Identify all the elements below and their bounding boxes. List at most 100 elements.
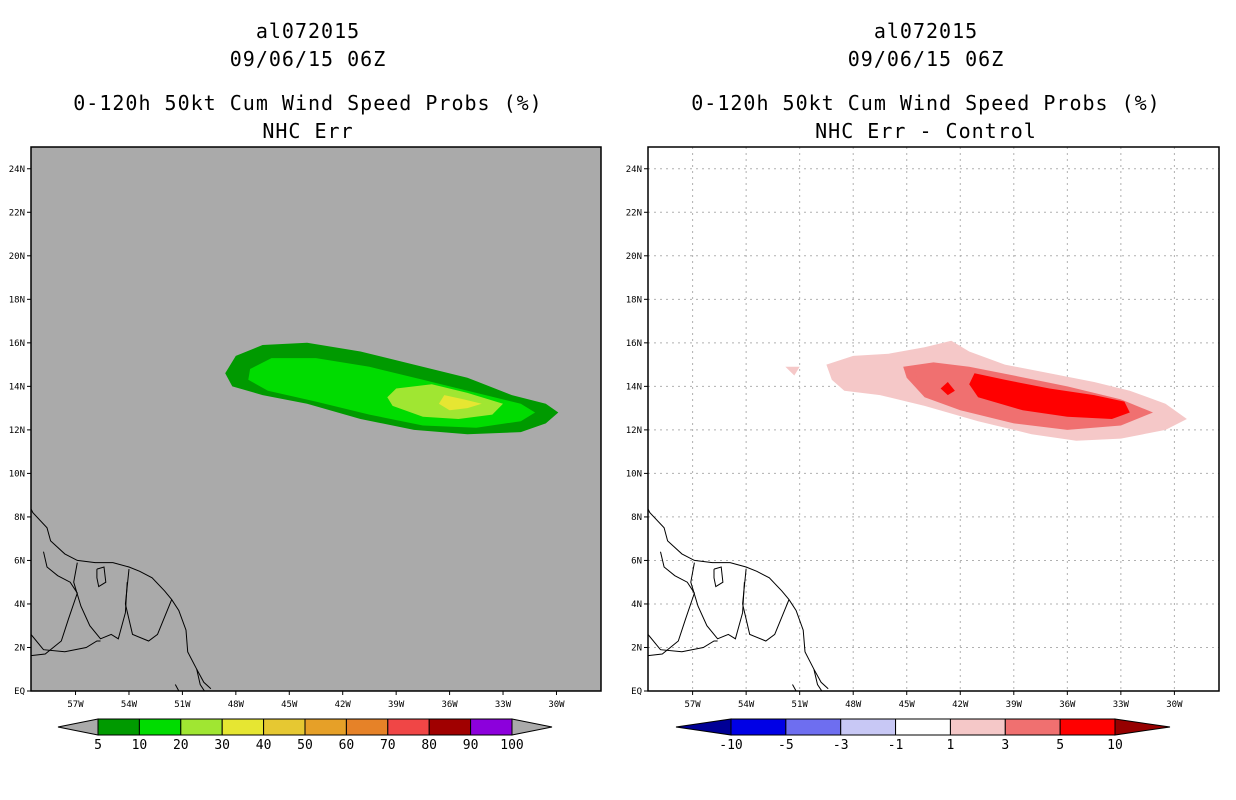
x-tick-label-42W: 42W xyxy=(952,700,969,710)
right-colorbar: -10 -5 -3 -1 1 3 5 10 xyxy=(675,718,1171,753)
x-tick-label-39W: 39W xyxy=(1006,700,1023,710)
contour-1-3-1 xyxy=(785,366,800,376)
y-tick-label-6N: 6N xyxy=(14,556,25,566)
colorbar-label-10: 100 xyxy=(500,738,523,753)
right-map-frame xyxy=(647,146,1220,692)
colorbar-label-6: 5 xyxy=(1056,738,1064,753)
y-tick-label-16N: 16N xyxy=(9,339,25,349)
x-tick-label-30W: 30W xyxy=(1166,700,1183,710)
coastline-segment-2 xyxy=(690,562,745,640)
coastline-segment-0 xyxy=(648,507,829,690)
y-tick-label-24N: 24N xyxy=(626,165,642,175)
colorbar-label-3: -1 xyxy=(888,738,904,753)
colorbar-label-6: 60 xyxy=(339,738,355,753)
x-tick-label-54W: 54W xyxy=(121,700,138,710)
x-tick-label-33W: 33W xyxy=(495,700,512,710)
colorbar-label-7: 70 xyxy=(380,738,396,753)
x-tick-label-36W: 36W xyxy=(441,700,458,710)
coastline-segment-1 xyxy=(648,551,695,657)
coastline-segment-5 xyxy=(96,566,107,588)
right-contour-layer xyxy=(785,340,1187,441)
x-tick-label-33W: 33W xyxy=(1113,700,1130,710)
colorbar-extension-low xyxy=(675,718,732,736)
left-title-line-3: 0-120h 50kt Cum Wind Speed Probs (%) xyxy=(73,91,542,115)
x-tick-label-45W: 45W xyxy=(899,700,916,710)
coastline-segment-1 xyxy=(31,551,78,657)
colorbar-swatch-4 xyxy=(949,718,1006,736)
right-coastline xyxy=(648,507,829,691)
left-title-line-1: al072015 xyxy=(256,19,360,43)
colorbar-label-0: 5 xyxy=(94,738,102,753)
colorbar-extension-high xyxy=(1114,718,1171,736)
colorbar-swatch-2 xyxy=(840,718,897,736)
y-tick-label-22N: 22N xyxy=(626,208,642,218)
x-tick-label-48W: 48W xyxy=(228,700,245,710)
colorbar-label-4: 1 xyxy=(947,738,955,753)
left-colorbar: 5 10 20 30 40 50 60 70 80 90 100 xyxy=(57,718,553,753)
colorbar-swatch-9 xyxy=(470,718,513,736)
coastline-segment-4 xyxy=(648,634,718,653)
y-tick-label-22N: 22N xyxy=(9,208,25,218)
x-tick-label-39W: 39W xyxy=(388,700,405,710)
y-tick-label-2N: 2N xyxy=(631,643,642,653)
colorbar-swatch-7 xyxy=(387,718,430,736)
x-tick-label-54W: 54W xyxy=(738,700,755,710)
x-tick-label-57W: 57W xyxy=(67,700,84,710)
y-tick-label-8N: 8N xyxy=(14,513,25,523)
colorbar-extension-low xyxy=(57,718,99,736)
y-tick-label-10N: 10N xyxy=(626,469,642,479)
right-x-axis: 57W 54W 51W 48W 45W 42W 39W 36W 33W 30W xyxy=(684,691,1183,710)
coastline-segment-6 xyxy=(174,669,206,691)
left-y-axis: EQ 2N 4N 6N 8N 10N 12N 14N 16N 18N 20N 22N 24N xyxy=(9,165,31,697)
coastline-segment-0 xyxy=(31,507,212,690)
x-tick-label-42W: 42W xyxy=(335,700,352,710)
right-y-axis: EQ 2N 4N 6N 8N 10N 12N 14N 16N 18N 20N 22N 24N xyxy=(626,165,648,697)
colorbar-label-0: -10 xyxy=(719,738,742,753)
colorbar-label-1: -5 xyxy=(778,738,794,753)
left-title-line-4: NHC Err xyxy=(262,119,353,143)
y-tick-label-10N: 10N xyxy=(9,469,25,479)
left-x-axis: 57W 54W 51W 48W 45W 42W 39W 36W 33W 30W xyxy=(67,691,565,710)
contour-5-10-4 xyxy=(969,373,1130,419)
y-tick-label-18N: 18N xyxy=(626,295,642,305)
right-panel: al072015 09/06/15 06Z 0-120h 50kt Cum Wi… xyxy=(626,19,1220,753)
right-title-line-4: NHC Err - Control xyxy=(815,119,1037,143)
colorbar-swatch-0 xyxy=(730,718,787,736)
colorbar-swatch-1 xyxy=(785,718,842,736)
x-tick-label-45W: 45W xyxy=(281,700,298,710)
colorbar-swatch-1 xyxy=(138,718,182,736)
coastline-segment-4 xyxy=(31,634,101,653)
colorbar-swatch-5 xyxy=(304,718,347,736)
y-tick-label-12N: 12N xyxy=(9,426,25,436)
coastline-segment-3 xyxy=(124,569,173,642)
y-tick-label-4N: 4N xyxy=(14,600,25,610)
colorbar-swatch-3 xyxy=(895,718,951,736)
y-tick-label-4N: 4N xyxy=(631,600,642,610)
colorbar-swatch-2 xyxy=(180,718,223,736)
y-tick-label-12N: 12N xyxy=(626,426,642,436)
colorbar-label-3: 30 xyxy=(214,738,230,753)
colorbar-label-2: -3 xyxy=(833,738,849,753)
y-tick-label-14N: 14N xyxy=(626,382,642,392)
y-tick-label-EQ: EQ xyxy=(14,687,25,697)
x-tick-label-51W: 51W xyxy=(792,700,809,710)
y-tick-label-24N: 24N xyxy=(9,165,25,175)
contour-3-5-3 xyxy=(913,371,918,382)
y-tick-label-16N: 16N xyxy=(626,339,642,349)
y-tick-label-20N: 20N xyxy=(9,252,25,262)
contour-30-40-3 xyxy=(438,395,482,411)
left-coastline xyxy=(31,507,212,691)
coastline-segment-6 xyxy=(792,669,823,691)
colorbar-swatch-6 xyxy=(345,718,389,736)
left-map-frame xyxy=(30,146,602,692)
contour-5-10-5 xyxy=(940,382,955,396)
right-title-line-3: 0-120h 50kt Cum Wind Speed Probs (%) xyxy=(691,91,1160,115)
x-tick-label-51W: 51W xyxy=(174,700,191,710)
x-tick-label-36W: 36W xyxy=(1059,700,1076,710)
colorbar-swatch-8 xyxy=(428,718,472,736)
colorbar-swatch-0 xyxy=(97,718,140,736)
y-tick-label-6N: 6N xyxy=(631,556,642,566)
colorbar-label-4: 40 xyxy=(256,738,272,753)
y-tick-label-20N: 20N xyxy=(626,252,642,262)
